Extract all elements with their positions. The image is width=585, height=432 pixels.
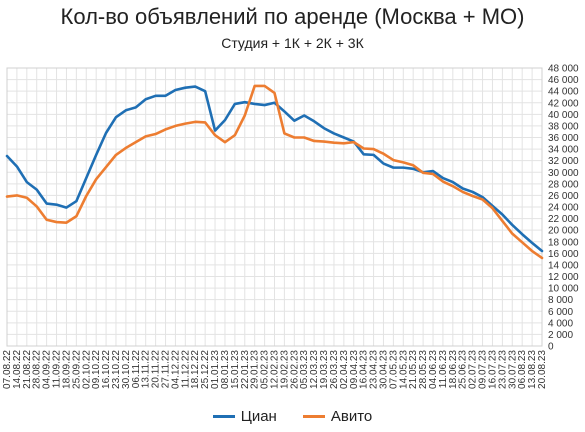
x-tick-label: 30.07.23 — [507, 350, 518, 389]
x-tick-label: 25.06.23 — [458, 350, 469, 389]
x-tick-label: 18.06.23 — [448, 350, 459, 389]
plot-area — [6, 67, 543, 347]
chart-subtitle: Студия + 1К + 2К + 3К — [221, 35, 364, 51]
legend-label-avito: Авито — [330, 408, 373, 425]
x-tick-label: 23.07.23 — [497, 350, 508, 389]
x-tick-label: 11.12.22 — [180, 350, 191, 389]
x-tick-label: 01.01.23 — [210, 350, 221, 389]
x-tick-label: 29.01.23 — [250, 350, 261, 389]
x-tick-label: 04.12.22 — [170, 350, 181, 389]
x-tick-label: 23.04.23 — [369, 350, 380, 389]
y-tick-label: 26 000 — [548, 191, 579, 202]
y-tick-label: 0 — [548, 342, 554, 353]
x-tick-label: 28.08.22 — [32, 350, 43, 389]
x-tick-label: 14.08.22 — [12, 350, 23, 389]
x-tick-label: 25.12.22 — [200, 350, 211, 389]
x-tick-label: 21.08.22 — [22, 350, 33, 389]
y-tick-label: 6 000 — [548, 307, 573, 318]
y-tick-label: 12 000 — [548, 272, 579, 283]
x-tick-label: 30.10.22 — [121, 350, 132, 389]
legend-item-avito: Авито — [302, 408, 373, 425]
y-tick-label: 28 000 — [548, 179, 579, 190]
y-tick-label: 8 000 — [548, 295, 573, 306]
y-tick-label: 32 000 — [548, 156, 579, 167]
legend-swatch-cian — [212, 415, 235, 418]
x-tick-label: 11.06.23 — [438, 350, 449, 389]
y-tick-label: 18 000 — [548, 237, 579, 248]
x-tick-label: 06.08.23 — [517, 350, 528, 389]
series-line-cian — [5, 85, 544, 253]
x-tick-label: 05.02.23 — [260, 350, 271, 389]
x-tick-label: 20.11.22 — [151, 350, 162, 389]
x-tick-label: 28.05.23 — [418, 350, 429, 389]
y-tick-label: 46 000 — [548, 75, 579, 86]
y-tick-label: 14 000 — [548, 260, 579, 271]
y-tick-label: 34 000 — [548, 145, 579, 156]
x-tick-label: 27.11.22 — [161, 350, 172, 389]
y-tick-label: 42 000 — [548, 98, 579, 109]
x-tick-label: 04.09.22 — [42, 350, 53, 389]
x-tick-label: 09.04.23 — [349, 350, 360, 389]
y-tick-label: 16 000 — [548, 249, 579, 260]
x-tick-label: 13.08.23 — [527, 350, 538, 389]
x-tick-label: 26.03.23 — [329, 350, 340, 389]
y-tick-label: 30 000 — [548, 168, 579, 179]
legend-item-cian: Циан — [212, 408, 277, 425]
x-tick-label: 02.10.22 — [81, 350, 92, 389]
x-tick-label: 07.05.23 — [388, 350, 399, 389]
x-tick-label: 02.04.23 — [339, 350, 350, 389]
chart-title: Кол-во объявлений по аренде (Москва + МО… — [60, 4, 525, 29]
x-tick-label: 08.01.23 — [220, 350, 231, 389]
y-tick-label: 38 000 — [548, 121, 579, 132]
x-tick-label: 16.04.23 — [359, 350, 370, 389]
x-tick-label: 09.10.22 — [91, 350, 102, 389]
x-tick-label: 12.02.23 — [270, 350, 281, 389]
x-tick-label: 18.12.22 — [190, 350, 201, 389]
y-tick-label: 22 000 — [548, 214, 579, 225]
y-tick-label: 4 000 — [548, 318, 573, 329]
x-tick-label: 15.01.23 — [230, 350, 241, 389]
x-tick-label: 06.11.22 — [131, 350, 142, 389]
x-tick-label: 16.10.22 — [101, 350, 112, 389]
y-tick-label: 20 000 — [548, 226, 579, 237]
x-tick-label: 11.09.22 — [52, 350, 63, 389]
legend: Циан Авито — [0, 408, 585, 425]
y-tick-label: 24 000 — [548, 203, 579, 214]
x-tick-label: 12.03.23 — [309, 350, 320, 389]
y-tick-label: 44 000 — [548, 87, 579, 98]
y-tick-label: 2 000 — [548, 330, 573, 341]
x-tick-label: 20.08.23 — [537, 350, 548, 389]
x-tick-label: 21.05.23 — [408, 350, 419, 389]
x-tick-label: 25.09.22 — [71, 350, 82, 389]
y-tick-label: 36 000 — [548, 133, 579, 144]
x-tick-label: 14.05.23 — [398, 350, 409, 389]
x-tick-label: 05.03.23 — [299, 350, 310, 389]
x-tick-label: 19.02.23 — [279, 350, 290, 389]
x-tick-label: 26.02.23 — [289, 350, 300, 389]
y-tick-label: 40 000 — [548, 110, 579, 121]
y-tick-label: 48 000 — [548, 64, 579, 75]
x-tick-label: 18.09.22 — [61, 350, 72, 389]
y-tick-label: 10 000 — [548, 284, 579, 295]
legend-swatch-avito — [302, 415, 325, 418]
x-tick-label: 04.06.23 — [428, 350, 439, 389]
x-tick-label: 02.07.23 — [468, 350, 479, 389]
x-tick-label: 13.11.22 — [141, 350, 152, 389]
x-tick-label: 09.07.23 — [478, 350, 489, 389]
x-tick-label: 30.04.23 — [378, 350, 389, 389]
x-tick-label: 23.10.22 — [111, 350, 122, 389]
x-tick-label: 19.03.23 — [319, 350, 330, 389]
legend-label-cian: Циан — [240, 408, 277, 425]
x-tick-label: 22.01.23 — [240, 350, 251, 389]
x-tick-label: 16.07.23 — [487, 350, 498, 389]
x-tick-label: 07.08.22 — [2, 350, 13, 389]
series-line-avito — [5, 84, 544, 260]
